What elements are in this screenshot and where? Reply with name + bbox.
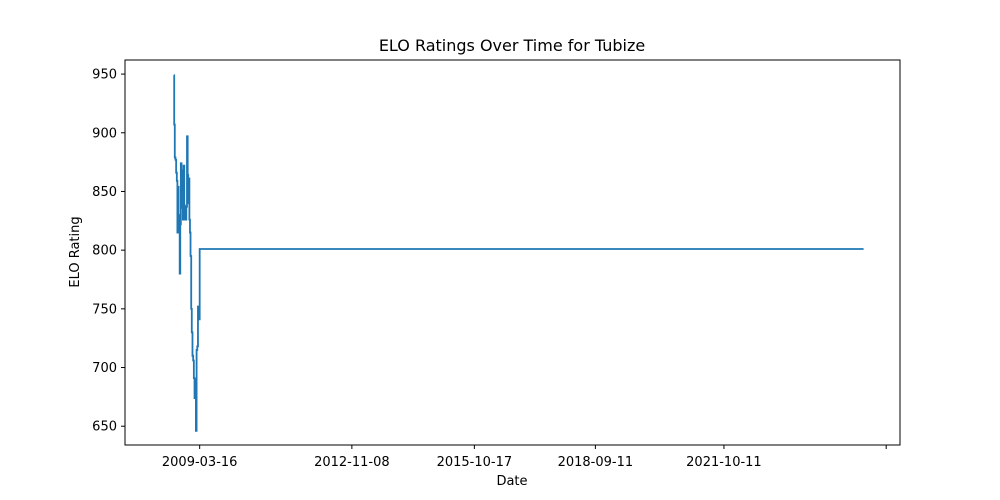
y-tick-label: 700 <box>92 361 117 376</box>
axes-spines <box>124 59 901 446</box>
y-axis-ticks: 650 700 750 800 850 900 950 <box>92 68 125 435</box>
x-tick-label: 2015-10-17 <box>437 455 513 470</box>
x-tick-label: 2021-10-11 <box>686 455 762 470</box>
y-tick-label: 800 <box>92 244 117 259</box>
x-tick-label: 2018-09-11 <box>558 455 634 470</box>
axes-frame <box>124 59 901 446</box>
x-axis-ticks: 2009-03-16 2012-11-08 2015-10-17 2018-09-11… <box>162 445 887 470</box>
plot-area <box>124 59 901 446</box>
y-tick-label: 650 <box>92 420 117 435</box>
y-tick-label: 850 <box>92 185 117 200</box>
chart-title: ELO Ratings Over Time for Tubize <box>379 36 645 55</box>
x-axis-label: Date <box>496 474 527 489</box>
series-line-tubize <box>173 74 864 432</box>
y-axis-label: ELO Rating <box>68 216 83 287</box>
y-tick-label: 900 <box>92 126 117 141</box>
y-tick-label: 950 <box>92 68 117 83</box>
y-tick-label: 750 <box>92 302 117 317</box>
x-tick-label: 2009-03-16 <box>162 455 238 470</box>
x-tick-label: 2012-11-08 <box>314 455 390 470</box>
